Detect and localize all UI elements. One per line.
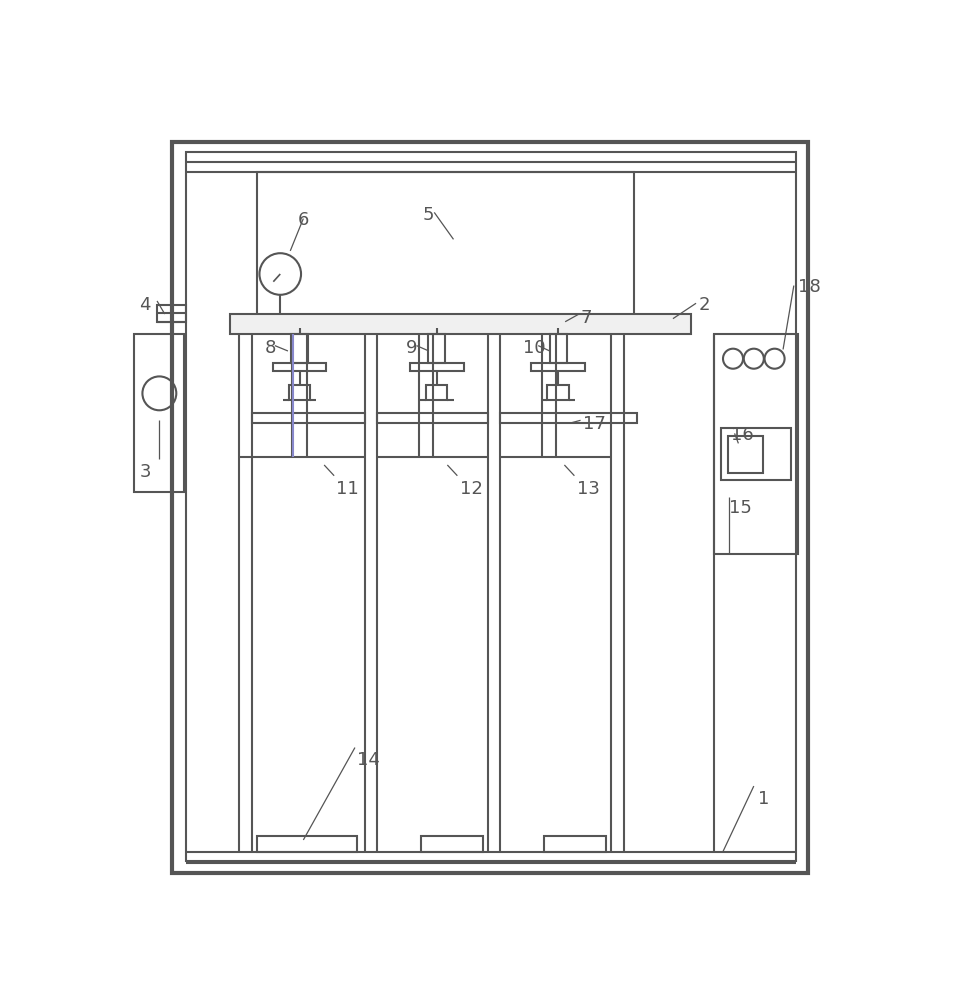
- Text: 11: 11: [336, 480, 359, 498]
- Bar: [230, 314, 690, 334]
- Bar: [500, 413, 636, 423]
- Text: 15: 15: [730, 499, 752, 517]
- Bar: [291, 334, 308, 363]
- Text: 4: 4: [139, 296, 151, 314]
- Bar: [377, 413, 488, 423]
- Bar: [550, 334, 566, 363]
- Text: 18: 18: [799, 278, 821, 296]
- Text: 17: 17: [583, 415, 606, 433]
- Bar: [544, 836, 606, 852]
- Bar: [185, 152, 796, 861]
- Bar: [134, 334, 184, 492]
- Bar: [547, 385, 569, 400]
- Bar: [289, 385, 310, 400]
- Text: 7: 7: [581, 309, 592, 327]
- Text: 12: 12: [460, 480, 483, 498]
- Text: 3: 3: [139, 463, 151, 481]
- Text: 6: 6: [298, 211, 309, 229]
- Text: 10: 10: [523, 339, 545, 357]
- Bar: [273, 363, 326, 371]
- Text: 1: 1: [757, 790, 769, 808]
- Bar: [157, 305, 185, 322]
- Bar: [252, 413, 365, 423]
- Text: 5: 5: [422, 206, 434, 224]
- Bar: [428, 334, 445, 363]
- Text: 16: 16: [731, 426, 754, 444]
- Bar: [722, 428, 791, 480]
- Text: 13: 13: [577, 480, 600, 498]
- Text: 8: 8: [265, 339, 276, 357]
- Bar: [421, 836, 483, 852]
- Bar: [257, 836, 357, 852]
- Bar: [426, 385, 447, 400]
- Bar: [257, 172, 635, 315]
- Bar: [173, 142, 807, 873]
- Bar: [410, 363, 464, 371]
- Bar: [531, 363, 586, 371]
- Bar: [729, 436, 763, 473]
- Text: 9: 9: [406, 339, 418, 357]
- Bar: [713, 334, 799, 554]
- Text: 14: 14: [357, 751, 380, 769]
- Text: 2: 2: [698, 296, 709, 314]
